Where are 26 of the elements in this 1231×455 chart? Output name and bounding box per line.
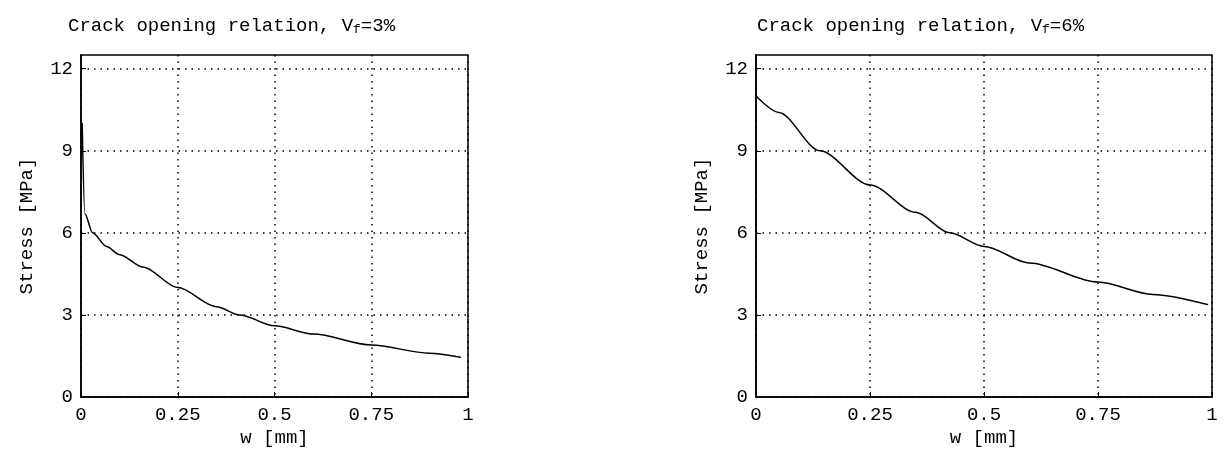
x-axis-title: w [mm]: [949, 427, 1019, 450]
y-tick-label: 0: [736, 386, 748, 408]
y-tick-label: 3: [736, 303, 748, 326]
chart-title: Crack opening relation, Vf=3%: [68, 14, 396, 37]
y-tick-label: 6: [736, 221, 748, 244]
y-tick-label: 9: [736, 139, 748, 162]
x-tick-label: 0.75: [1075, 403, 1121, 426]
y-tick-label: 3: [61, 303, 73, 326]
x-tick-label: 1: [462, 403, 474, 426]
y-axis-title: Stress [MPa]: [15, 157, 38, 295]
chart-title: Crack opening relation, Vf=6%: [757, 14, 1085, 37]
x-tick-label: 0: [750, 403, 762, 426]
y-axis-title: Stress [MPa]: [690, 157, 713, 295]
x-tick-label: 0: [75, 403, 87, 426]
y-tick-label: 12: [50, 57, 73, 80]
x-tick-label: 0.25: [154, 403, 201, 426]
y-tick-label: 12: [725, 57, 748, 80]
x-axis-title: w [mm]: [240, 427, 309, 450]
y-tick-label: 9: [61, 139, 73, 162]
y-tick-label: 6: [61, 221, 73, 244]
x-tick-label: 1: [1206, 403, 1218, 426]
y-tick-label: 0: [61, 386, 73, 408]
x-tick-label: 0.75: [348, 403, 395, 426]
x-tick-label: 0.5: [257, 403, 292, 426]
x-tick-label: 0.25: [847, 403, 893, 426]
x-tick-label: 0.5: [966, 403, 1002, 426]
